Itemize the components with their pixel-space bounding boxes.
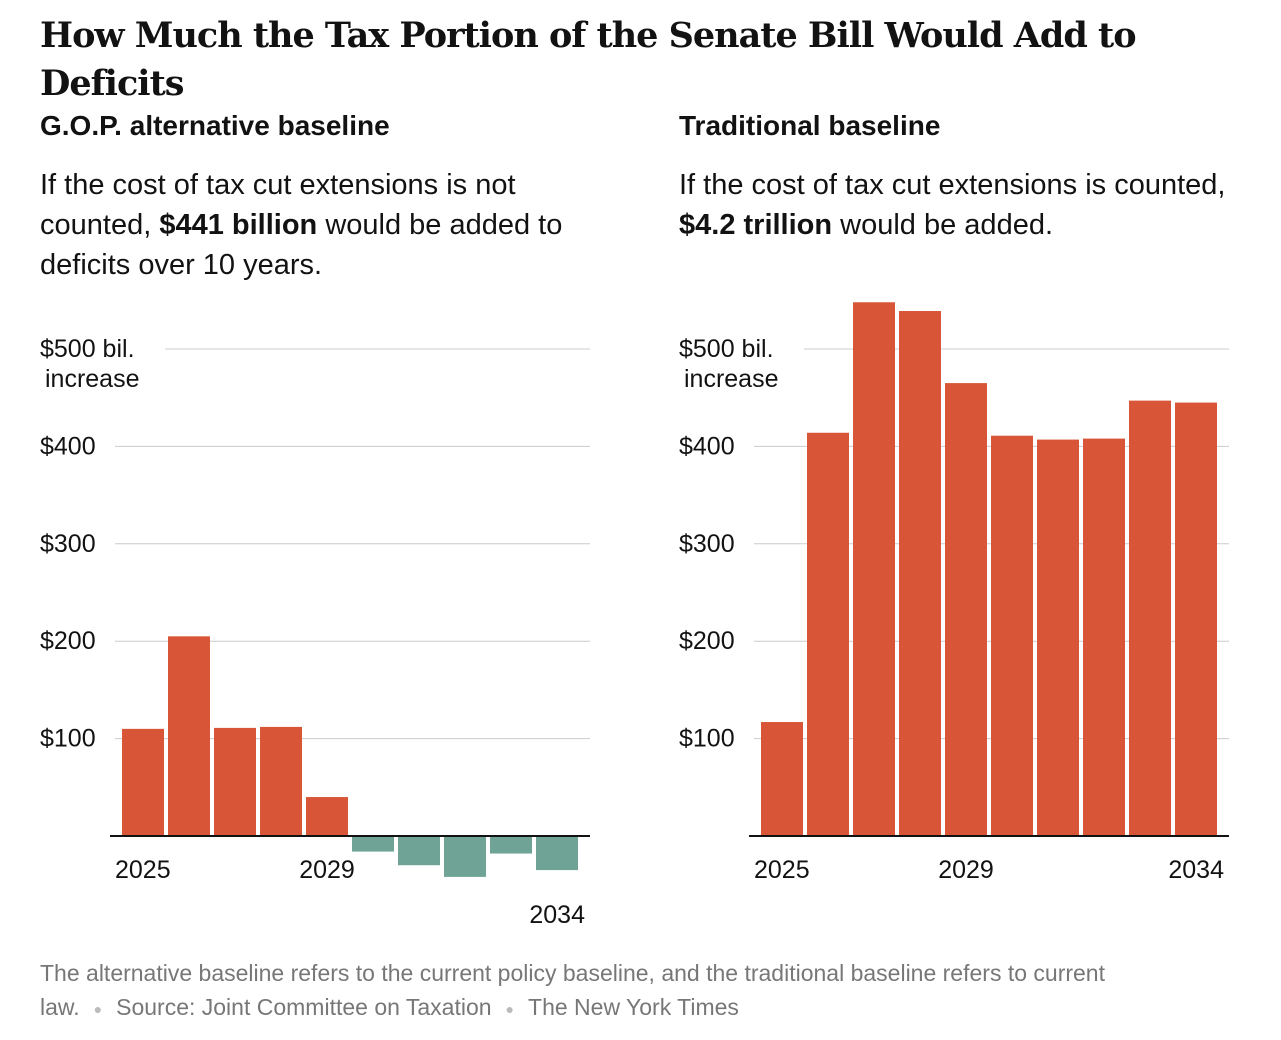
x-tick-label: 2029: [938, 856, 994, 884]
footer-note-text: The alternative baseline refers to the c…: [40, 960, 1105, 1020]
y-tick-label: $400: [679, 432, 735, 460]
x-tick-label: 2034: [1168, 856, 1224, 884]
bar-2033: [1129, 400, 1171, 836]
footer-credit: The New York Times: [528, 994, 739, 1020]
y-tick-label: $300: [40, 530, 96, 558]
x-tick-label: 2034: [529, 901, 585, 929]
bar-2032: [1083, 438, 1125, 836]
bar-2030: [991, 435, 1033, 836]
separator-dot: ●: [93, 1000, 103, 1017]
y-tick-label: $500 bil.: [40, 335, 135, 363]
y-tick-label: $100: [40, 725, 96, 753]
bar-2025: [761, 722, 803, 836]
left-desc-bold-amount: $441 billion: [159, 209, 318, 241]
separator-dot: ●: [505, 1000, 515, 1017]
y-tick-label: $100: [679, 725, 735, 753]
traditional-baseline-chart: $100 $200 $300 $400 $500 bil.increase 2025 202…: [679, 302, 1229, 884]
x-tick-label: 2025: [115, 856, 171, 884]
bar-2031: [1037, 439, 1079, 836]
bar-2034: [1175, 402, 1217, 836]
right-desc-text-1: If the cost of tax cut extensions is cou…: [679, 169, 1226, 201]
left-desc-text-1: If the cost of tax cut extensions is not…: [40, 169, 516, 241]
left-desc-text-2: would be added to deficits over 10 years…: [40, 209, 563, 281]
bar-2030: [352, 836, 394, 852]
right-desc-bold-amount: $4.2 trillion: [679, 209, 833, 241]
bar-2026: [807, 432, 849, 836]
footer-note: The alternative baseline refers to the c…: [40, 956, 1240, 1026]
bar-2028: [260, 726, 302, 836]
x-tick-label: 2029: [299, 856, 355, 884]
y-tick-label: $200: [40, 627, 96, 655]
bar-2025: [122, 728, 164, 836]
bar-2031: [398, 836, 440, 866]
right-panel-title: Traditional baseline: [679, 110, 941, 141]
footer-source: Source: Joint Committee on Taxation: [116, 994, 492, 1020]
bar-2029: [945, 383, 987, 836]
bar-2032: [444, 836, 486, 877]
headline: How Much the Tax Portion of the Senate B…: [40, 15, 1137, 104]
y-tick-label-unit: increase: [45, 365, 140, 393]
y-tick-label: $500 bil.: [679, 335, 774, 363]
right-desc-text-2: would be added.: [832, 209, 1054, 241]
right-panel-description: If the cost of tax cut extensions is cou…: [679, 165, 1249, 245]
bar-2033: [490, 836, 532, 854]
y-tick-label: $300: [679, 530, 735, 558]
bar-2034: [536, 836, 578, 871]
y-tick-label: $400: [40, 432, 96, 460]
bar-2029: [306, 797, 348, 836]
bar-2027: [214, 727, 256, 836]
bar-2028: [899, 311, 941, 836]
left-panel-description: If the cost of tax cut extensions is not…: [40, 165, 610, 285]
y-tick-label: $200: [679, 627, 735, 655]
gop-alternative-baseline-chart: $100 $200 $300 $400 $500 bil.increase 2025 202…: [40, 335, 590, 929]
bar-2026: [168, 636, 210, 836]
y-tick-label-unit: increase: [684, 365, 779, 393]
left-panel-title: G.O.P. alternative baseline: [40, 110, 390, 141]
bar-2027: [853, 302, 895, 836]
x-tick-label: 2025: [754, 856, 810, 884]
